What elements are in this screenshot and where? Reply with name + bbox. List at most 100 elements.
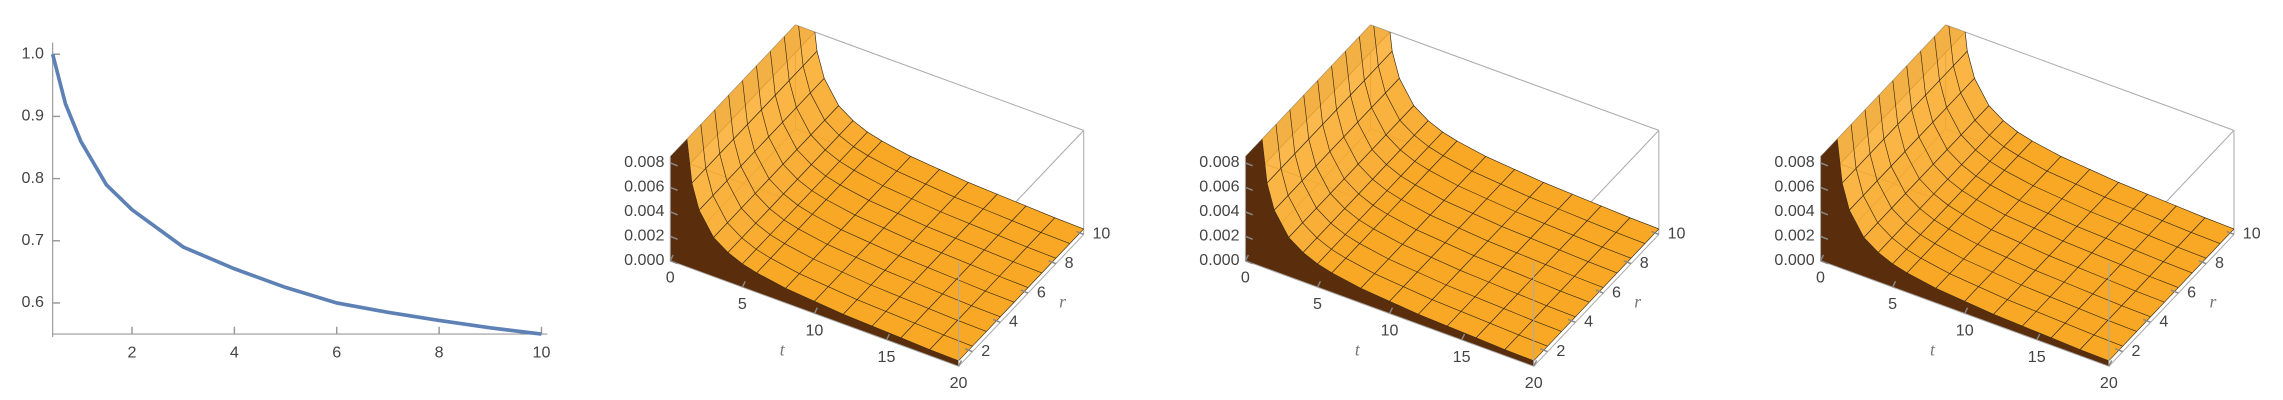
mesh-line	[739, 24, 1029, 288]
z-tick	[669, 211, 678, 216]
mesh-line	[1834, 24, 2123, 347]
x-tick-label: 5	[1313, 295, 1322, 313]
mesh-line	[1300, 24, 1590, 303]
mesh-line	[697, 24, 987, 332]
z-tick	[1245, 211, 1253, 216]
mesh-line	[1861, 24, 2151, 318]
y-tick-label: 2	[1556, 342, 1565, 360]
y-tick	[2198, 260, 2207, 265]
y-tick	[1595, 289, 1604, 294]
x-tick	[1460, 333, 1466, 341]
z-tick	[1820, 211, 1829, 216]
y-axis-label: r	[1059, 291, 1066, 311]
x-tick-label: 20	[2100, 374, 2118, 392]
y-tick	[992, 318, 1001, 324]
y-tick-label: 8	[1065, 254, 1074, 272]
x-tick	[1891, 280, 1897, 288]
x-tick	[741, 280, 746, 288]
y-tick	[2115, 348, 2124, 353]
z-tick-label: 0.004	[1199, 202, 1239, 220]
x-axis-label: t	[780, 340, 786, 360]
mesh-line	[1903, 24, 2193, 274]
z-tick	[669, 186, 678, 191]
y-tick-label: 1.0	[22, 44, 44, 62]
mesh-line	[1272, 24, 1562, 332]
x-tick-label: 0	[1816, 269, 1825, 287]
x-tick	[2108, 360, 2113, 367]
x-tick-label: 4	[230, 343, 239, 361]
x-tick	[1819, 254, 1825, 262]
x-tick	[1244, 254, 1249, 262]
x-tick-label: 5	[1888, 295, 1897, 313]
z-tick	[669, 260, 678, 265]
z-tick	[669, 162, 678, 167]
x-tick	[669, 254, 674, 262]
mesh-line	[711, 24, 1001, 318]
y-tick-label: 8	[1640, 254, 1649, 272]
mesh-line	[767, 24, 1057, 259]
z-tick-label: 0.002	[1199, 227, 1239, 245]
x-tick-label: 0	[1241, 269, 1250, 287]
box-edge	[795, 24, 1084, 131]
mesh-line	[1328, 24, 1618, 274]
mesh-line	[753, 24, 1043, 274]
x-tick-label: 10	[805, 321, 823, 339]
x-tick	[813, 307, 818, 314]
x-tick-label: 2	[128, 343, 137, 361]
axis-line	[958, 234, 1085, 367]
x-tick	[1533, 360, 1538, 367]
mesh-line	[1356, 24, 1646, 244]
z-tick-label: 0.008	[1199, 153, 1239, 171]
y-tick-label: 0.7	[22, 231, 44, 249]
z-tick	[1245, 235, 1253, 240]
z-tick-label: 0.004	[624, 202, 664, 220]
x-tick	[1388, 307, 1394, 314]
y-tick-label: 0.6	[22, 293, 44, 311]
x-axis-label: t	[1930, 340, 1936, 360]
z-tick-label: 0.006	[624, 178, 664, 196]
y-tick	[2142, 318, 2151, 324]
mesh-line	[1917, 24, 2207, 259]
y-tick-label: 10	[2243, 225, 2261, 243]
z-tick	[1245, 260, 1253, 265]
x-tick-label: 15	[878, 348, 896, 366]
x-tick-label: 10	[1956, 321, 1974, 339]
x-tick-label: 5	[738, 295, 747, 313]
y-tick-label: 10	[1092, 225, 1110, 243]
mesh-line	[725, 24, 1015, 303]
surface-plot: 0.000 0.002 0.004 0.006 0.008 0 5 10 15 20 2 4 6 8 10 t…	[1199, 24, 1686, 392]
z-tick	[1245, 162, 1253, 167]
surface-plot: 0.000 0.002 0.004 0.006 0.008 0 5 10 15 20 2 4 6 8 10 t…	[624, 24, 1110, 392]
y-tick	[1020, 289, 1029, 294]
y-tick-label: 4	[1584, 313, 1593, 331]
mesh-line	[781, 24, 1070, 244]
x-tick-label: 6	[332, 343, 341, 361]
data-line	[50, 53, 542, 336]
y-tick	[1076, 230, 1084, 236]
mesh-line	[1258, 24, 1548, 347]
y-tick	[1540, 348, 1548, 353]
y-tick-label: 6	[1037, 283, 1046, 301]
x-tick	[1316, 280, 1322, 288]
z-tick	[1820, 162, 1829, 167]
x-axis-label: t	[1355, 340, 1361, 360]
mesh-line	[1889, 24, 2179, 288]
x-tick	[957, 360, 963, 367]
x-tick-label: 20	[1525, 374, 1543, 392]
z-tick-label: 0.004	[1774, 202, 1814, 220]
z-tick-label: 0.006	[1199, 178, 1239, 196]
x-tick	[885, 333, 891, 341]
y-tick-label: 4	[1009, 313, 1018, 331]
y-tick-label: 0.9	[22, 107, 44, 125]
x-tick	[2036, 333, 2041, 341]
y-tick-label: 2	[2132, 342, 2141, 360]
z-tick-label: 0.000	[1199, 251, 1239, 269]
y-tick	[1623, 260, 1632, 265]
x-tick-label: 15	[1453, 348, 1471, 366]
mesh-line	[683, 24, 973, 347]
z-tick-label: 0.008	[1774, 153, 1814, 171]
x-tick	[1964, 307, 1969, 314]
box-edge	[1945, 24, 2235, 131]
mesh-line	[1931, 24, 2221, 244]
